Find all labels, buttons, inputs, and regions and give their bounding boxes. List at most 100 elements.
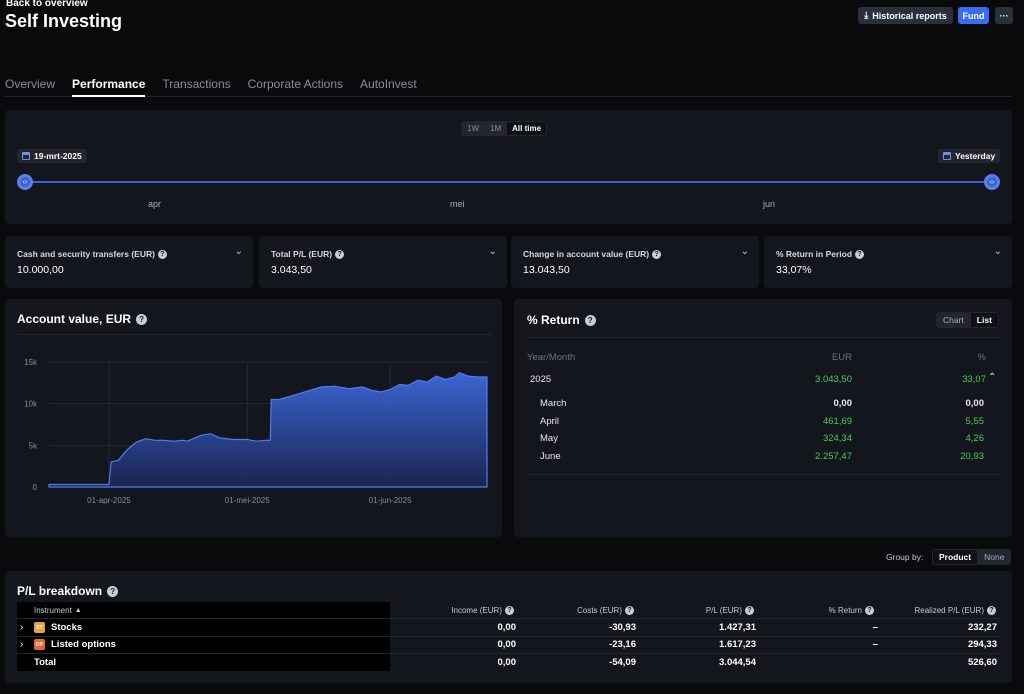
- help-icon[interactable]: ?: [625, 606, 634, 615]
- tab-autoinvest[interactable]: AutoInvest: [360, 77, 417, 91]
- header-costs[interactable]: Costs (EUR)?: [534, 606, 634, 615]
- chevron-down-icon[interactable]: ⌄: [488, 246, 497, 257]
- stat-card-change-account-value[interactable]: Change in account value (EUR)? 13.043,50…: [511, 236, 759, 288]
- chart-list-toggle: Chart List: [936, 312, 999, 328]
- sort-up-icon: ▲: [74, 607, 82, 614]
- slider-end-handle[interactable]: ‹›: [984, 174, 1000, 190]
- help-icon[interactable]: ?: [136, 313, 148, 325]
- calendar-icon: [22, 152, 30, 160]
- return-month-label: March: [540, 398, 567, 409]
- end-date-picker[interactable]: Yesterday: [938, 149, 1001, 163]
- range-all-time[interactable]: All time: [507, 122, 547, 135]
- divider: [17, 618, 1001, 619]
- stat-value: 10.000,00: [17, 264, 64, 276]
- return-header-pct: %: [977, 352, 986, 363]
- back-to-overview-link[interactable]: Back to overview: [6, 0, 88, 9]
- help-icon[interactable]: ?: [987, 606, 996, 615]
- slider-start-handle[interactable]: ‹›: [17, 174, 33, 190]
- expand-chevron-icon[interactable]: ›: [20, 622, 24, 633]
- header-label: Realized P/L (EUR): [914, 606, 984, 615]
- return-year-eur: 3.043,50: [815, 374, 852, 385]
- chevron-down-icon[interactable]: ⌄: [740, 246, 749, 257]
- range-1m[interactable]: 1M: [490, 124, 502, 133]
- chevron-up-icon[interactable]: ⌃: [988, 372, 997, 383]
- tab-overview[interactable]: Overview: [5, 77, 56, 91]
- header-return[interactable]: % Return?: [774, 606, 874, 615]
- stat-card-return-in-period[interactable]: % Return in Period? 33,07% ⌄: [764, 236, 1012, 288]
- historical-reports-button[interactable]: ⤓ Historical reports: [858, 7, 953, 24]
- row-return: –: [872, 639, 878, 650]
- help-icon[interactable]: ?: [505, 606, 514, 615]
- start-date-picker[interactable]: 19-mrt-2025: [17, 149, 87, 163]
- more-options-button[interactable]: ···: [995, 7, 1013, 24]
- return-month-label: April: [540, 416, 560, 427]
- date-range-slider-track[interactable]: [24, 181, 992, 183]
- return-month-label: June: [540, 451, 561, 462]
- historical-reports-label: Historical reports: [872, 10, 947, 21]
- row-name[interactable]: Stocks: [51, 622, 83, 633]
- return-panel: [514, 299, 1012, 537]
- return-month-pct: 4,26: [965, 433, 985, 444]
- return-year-pct: 33,07: [962, 374, 986, 385]
- row-realized-pl: 232,27: [967, 622, 997, 633]
- help-icon[interactable]: ?: [157, 249, 167, 259]
- tab-transactions[interactable]: Transactions: [162, 77, 231, 91]
- pl-breakdown-title: P/L breakdown ?: [17, 584, 119, 598]
- return-month-pct: 0,00: [965, 398, 985, 409]
- divider: [17, 653, 1001, 654]
- help-icon[interactable]: ?: [745, 606, 754, 615]
- range-1w[interactable]: 1W: [467, 124, 479, 133]
- account-value-chart[interactable]: 0 5k 10k 15k 01-apr-2025 01-mei-2025 01-jun-2…: [17, 350, 491, 520]
- return-month-label: May: [540, 433, 558, 444]
- help-icon[interactable]: ?: [865, 606, 874, 615]
- stat-card-transfers[interactable]: Cash and security transfers (EUR)? 10.00…: [5, 236, 253, 288]
- help-icon[interactable]: ?: [107, 585, 119, 597]
- tab-performance[interactable]: Performance: [72, 77, 146, 97]
- group-by-product[interactable]: Product: [933, 550, 978, 564]
- header-realized-pl[interactable]: Realized P/L (EUR)?: [876, 606, 996, 615]
- total-realized-pl: 526,60: [967, 657, 997, 668]
- header-label: Instrument: [34, 606, 72, 615]
- stat-label: Total P/L (EUR): [271, 249, 333, 259]
- help-icon[interactable]: ?: [855, 249, 865, 259]
- group-by-none[interactable]: None: [984, 552, 1005, 562]
- group-by-toggle: Product None: [932, 549, 1012, 565]
- month-label-mei: mei: [450, 199, 465, 209]
- row-pl: 1.427,31: [719, 622, 756, 633]
- stat-value: 33,07%: [776, 264, 812, 276]
- arrows-icon: ‹›: [989, 178, 995, 186]
- help-icon[interactable]: ?: [584, 314, 596, 326]
- expand-chevron-icon[interactable]: ›: [20, 639, 24, 650]
- fund-button[interactable]: Fund: [958, 7, 989, 24]
- return-month-pct: 5,55: [965, 416, 985, 427]
- divider: [527, 474, 1001, 475]
- divider: [527, 337, 1001, 338]
- toggle-chart[interactable]: Chart: [943, 315, 964, 325]
- return-title-text: % Return: [527, 313, 580, 327]
- month-label-apr: apr: [148, 199, 162, 209]
- return-year-label[interactable]: 2025: [530, 374, 552, 385]
- calendar-icon: [943, 152, 951, 160]
- return-month-eur: 324,34: [822, 433, 852, 444]
- stat-card-total-pl[interactable]: Total P/L (EUR)? 3.043,50 ⌄: [259, 236, 507, 288]
- help-icon[interactable]: ?: [335, 249, 345, 259]
- return-header-eur: EUR: [831, 352, 852, 363]
- start-date-label: 19-mrt-2025: [34, 151, 82, 161]
- y-tick-label: 0: [33, 483, 38, 492]
- return-month-eur: 0,00: [833, 398, 853, 409]
- row-name[interactable]: Listed options: [51, 639, 116, 650]
- chevron-down-icon[interactable]: ⌄: [234, 246, 243, 257]
- arrows-icon: ‹›: [22, 178, 28, 186]
- tab-corporate-actions[interactable]: Corporate Actions: [247, 77, 344, 91]
- help-icon[interactable]: ?: [652, 249, 662, 259]
- row-return: –: [872, 622, 878, 633]
- header-instrument[interactable]: Instrument ▲: [34, 606, 82, 615]
- account-value-title: Account value, EUR ?: [17, 312, 148, 326]
- return-month-eur: 461,69: [822, 416, 852, 427]
- header-pl[interactable]: P/L (EUR)?: [654, 606, 754, 615]
- download-icon: ⤓: [864, 10, 869, 20]
- toggle-list[interactable]: List: [970, 313, 998, 327]
- row-income: 0,00: [497, 622, 517, 633]
- chevron-down-icon[interactable]: ⌄: [993, 246, 1002, 257]
- header-income[interactable]: Income (EUR)?: [414, 606, 514, 615]
